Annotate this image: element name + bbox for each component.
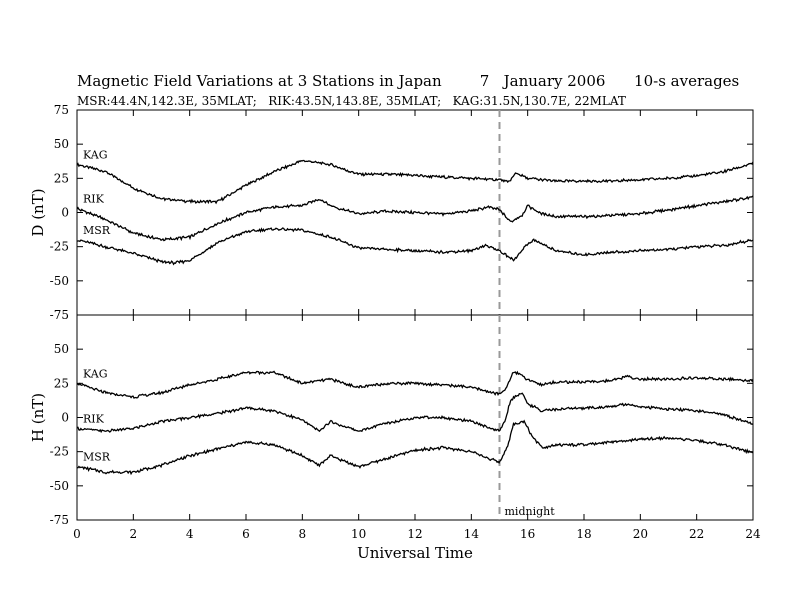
xtick-label: 10 [351,527,366,541]
xtick-label: 14 [464,527,480,541]
bottom-ytick-label: 50 [54,342,69,356]
bottom-ylabel: H (nT) [29,393,47,442]
top-series-label-msr: MSR [83,224,111,237]
midnight-label: midnight [505,505,556,518]
bottom-ytick-label: -25 [50,445,69,459]
top-ytick-label: 75 [54,103,69,117]
xtick-label: 22 [689,527,704,541]
bottom-ytick-label: -50 [50,479,69,493]
bottom-series-label-msr: MSR [83,451,111,464]
top-series-msr [76,227,754,266]
bottom-series-label-kag: KAG [83,367,108,380]
bottom-series-rik [76,392,754,434]
xlabel: Universal Time [357,544,473,562]
xtick-label: 8 [299,527,307,541]
bottom-ytick-label: 25 [54,376,69,390]
station-info: MSR:44.4N,142.3E, 35MLAT; RIK:43.5N,143.… [77,94,626,108]
bottom-series-msr [76,419,754,476]
bottom-ytick-label: -75 [50,513,69,527]
chart-title: Magnetic Field Variations at 3 Stations … [77,72,740,90]
xtick-label: 24 [745,527,761,541]
xtick-label: 12 [407,527,422,541]
top-series-label-kag: KAG [83,149,108,162]
xtick-label: 6 [242,527,250,541]
top-ytick-label: 50 [54,137,69,151]
top-series-kag [76,159,754,205]
xtick-label: 20 [633,527,648,541]
top-ytick-label: -50 [50,274,69,288]
xtick-label: 2 [130,527,138,541]
top-series-label-rik: RIK [83,192,105,205]
xtick-label: 4 [186,527,194,541]
bottom-ytick-label: 0 [61,411,69,425]
top-series-rik [76,195,754,242]
xtick-label: 16 [520,527,535,541]
xtick-label: 0 [73,527,81,541]
top-ytick-label: 0 [61,206,69,220]
top-ytick-label: 25 [54,171,69,185]
bottom-series-label-rik: RIK [83,412,105,425]
bottom-series-kag [76,370,754,399]
top-ytick-label: -75 [50,308,69,322]
top-ylabel: D (nT) [29,188,47,236]
xtick-label: 18 [576,527,591,541]
top-ytick-label: -25 [50,240,69,254]
